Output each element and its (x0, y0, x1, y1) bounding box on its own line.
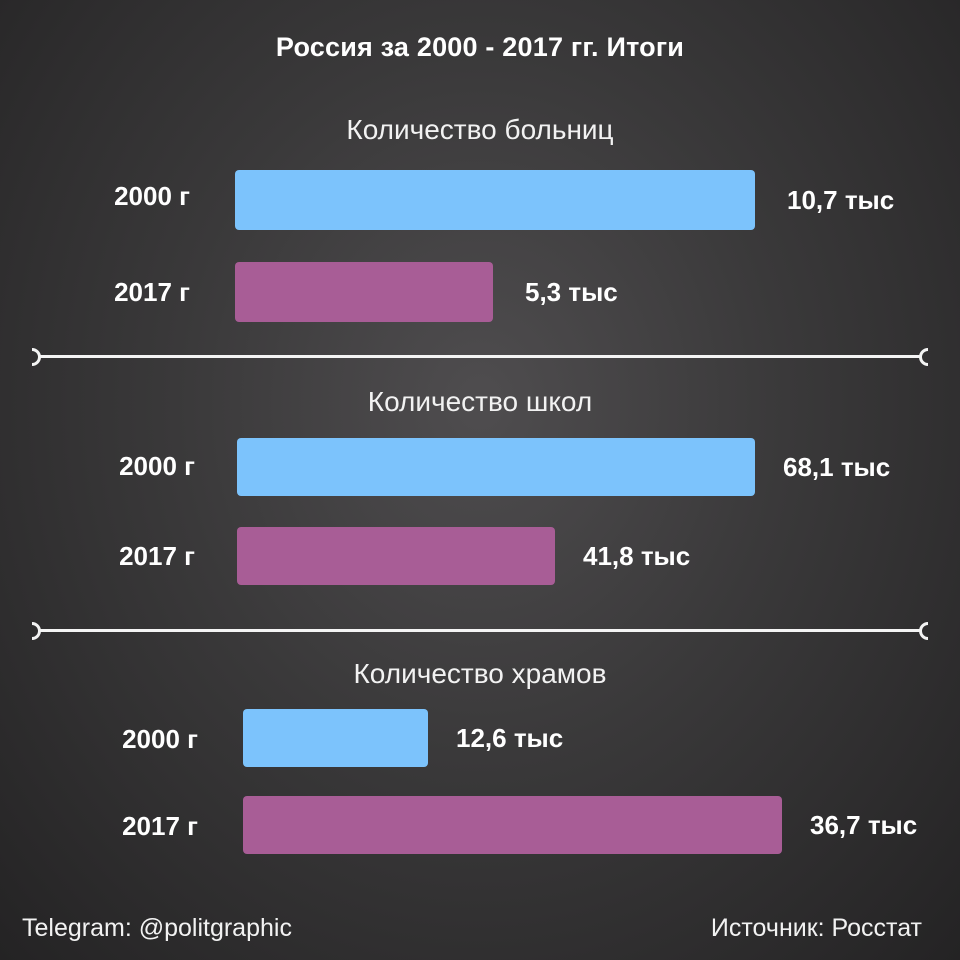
section-divider (40, 629, 920, 632)
tick-label-churches-2017: 2017 г (122, 811, 198, 841)
section-title-hospitals: Количество больниц (346, 114, 614, 145)
section-title-schools: Количество школ (367, 386, 593, 417)
data-label-churches-2017: 36,7 тыс (810, 810, 918, 840)
divider-cap-right (919, 622, 928, 640)
divider-cap-left (32, 622, 41, 640)
divider-cap-right (919, 348, 928, 366)
bar-churches-2017 (243, 796, 782, 854)
section-title-churches: Количество храмов (353, 658, 607, 689)
bar-hospitals-2017 (235, 262, 493, 322)
data-label-churches-2000: 12,6 тыс (456, 723, 564, 753)
section-divider (40, 355, 920, 358)
tick-label-schools-2017: 2017 г (119, 541, 195, 571)
bar-schools-2017 (237, 527, 555, 585)
bar-churches-2000 (243, 709, 428, 767)
tick-label-churches-2000: 2000 г (122, 724, 198, 754)
data-label-hospitals-2000: 10,7 тыс (787, 185, 895, 215)
bar-schools-2000 (237, 438, 755, 496)
tick-label-hospitals-2017: 2017 г (114, 277, 190, 307)
divider-cap-left (32, 348, 41, 366)
tick-label-schools-2000: 2000 г (119, 451, 195, 481)
data-label-schools-2000: 68,1 тыс (783, 452, 891, 482)
chart-title: Россия за 2000 - 2017 гг. Итоги (275, 32, 685, 62)
data-label-hospitals-2017: 5,3 тыс (525, 277, 618, 307)
bar-hospitals-2000 (235, 170, 755, 230)
footer-telegram: Telegram: @politgraphic (22, 914, 292, 942)
tick-label-hospitals-2000: 2000 г (114, 181, 190, 211)
footer-source: Источник: Росстат (710, 914, 922, 942)
data-label-schools-2017: 41,8 тыс (583, 541, 691, 571)
